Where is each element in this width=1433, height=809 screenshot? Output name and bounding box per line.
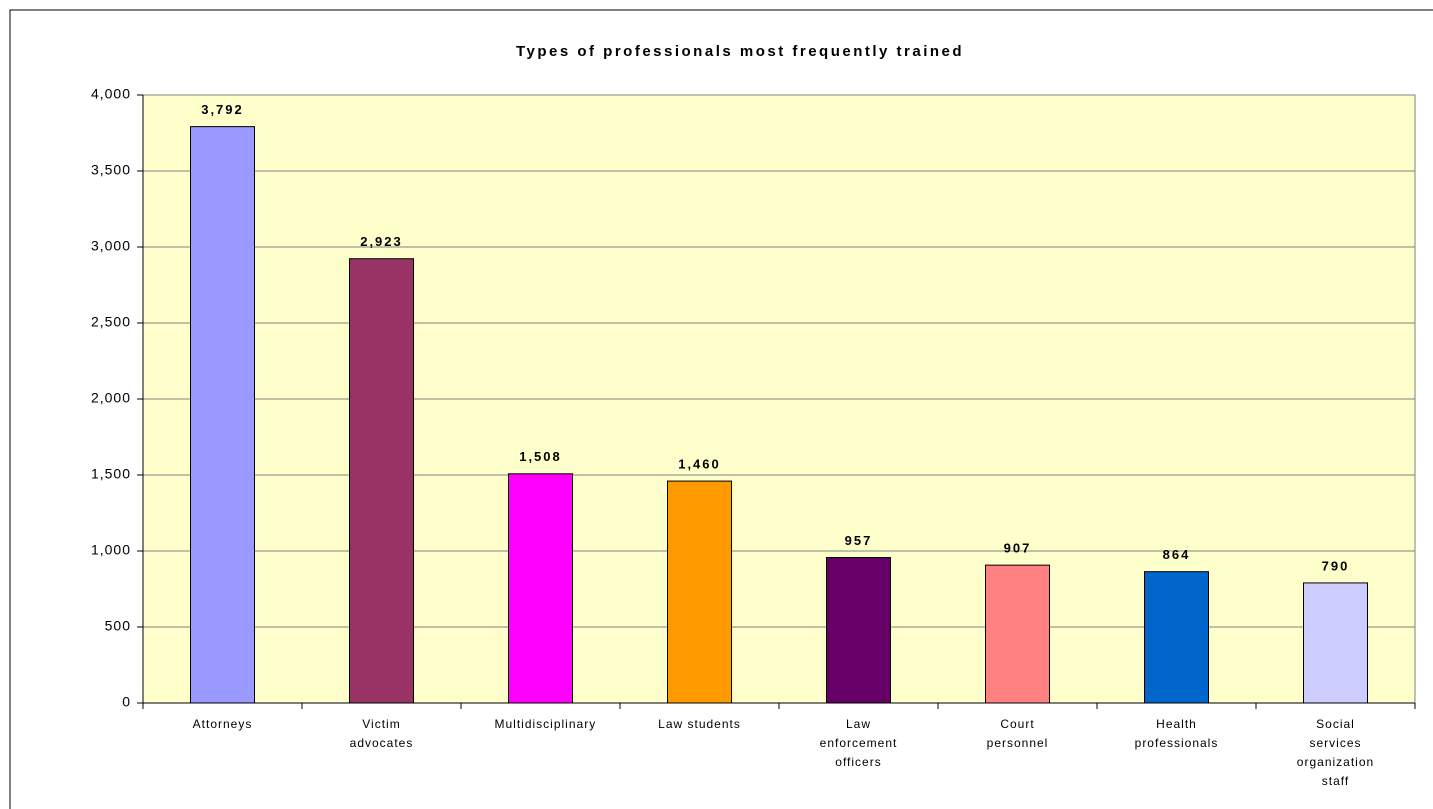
x-tick-label: Social services organization staff <box>1296 717 1375 788</box>
y-tick-label: 3,000 <box>91 238 131 254</box>
bar <box>508 473 573 704</box>
x-tick-label: Health professionals <box>1134 717 1219 750</box>
value-label: 864 <box>1163 547 1191 562</box>
y-tick-label: 2,000 <box>91 390 131 406</box>
value-label: 790 <box>1322 558 1350 573</box>
x-tick-label: Law students <box>658 717 741 731</box>
bar <box>1144 571 1209 704</box>
y-tick-label: 500 <box>105 618 131 634</box>
y-tick-label: 2,500 <box>91 314 131 330</box>
bar <box>667 480 732 704</box>
bar <box>985 564 1050 704</box>
x-tick-label: Multidisciplinary <box>494 717 597 731</box>
value-label: 2,923 <box>360 234 403 249</box>
x-tick-label: Court personnel <box>986 717 1049 750</box>
y-tick-label: 3,500 <box>91 162 131 178</box>
value-label: 1,508 <box>519 449 562 464</box>
x-tick-label: Law enforcement officers <box>819 717 898 769</box>
value-label: 3,792 <box>201 102 244 117</box>
bar <box>190 126 255 704</box>
y-tick-label: 1,500 <box>91 466 131 482</box>
x-tick-label: Victim advocates <box>349 717 414 750</box>
y-tick-label: 0 <box>122 694 131 710</box>
y-tick-label: 1,000 <box>91 542 131 558</box>
x-tick-label: Attorneys <box>192 717 253 731</box>
bar <box>1303 582 1368 704</box>
bar <box>349 258 414 704</box>
chart-title: Types of professionals most frequently t… <box>516 43 964 60</box>
bar <box>826 557 891 704</box>
value-label: 957 <box>845 533 873 548</box>
y-tick-label: 4,000 <box>91 86 131 102</box>
value-label: 907 <box>1004 541 1032 556</box>
value-label: 1,460 <box>678 457 721 472</box>
